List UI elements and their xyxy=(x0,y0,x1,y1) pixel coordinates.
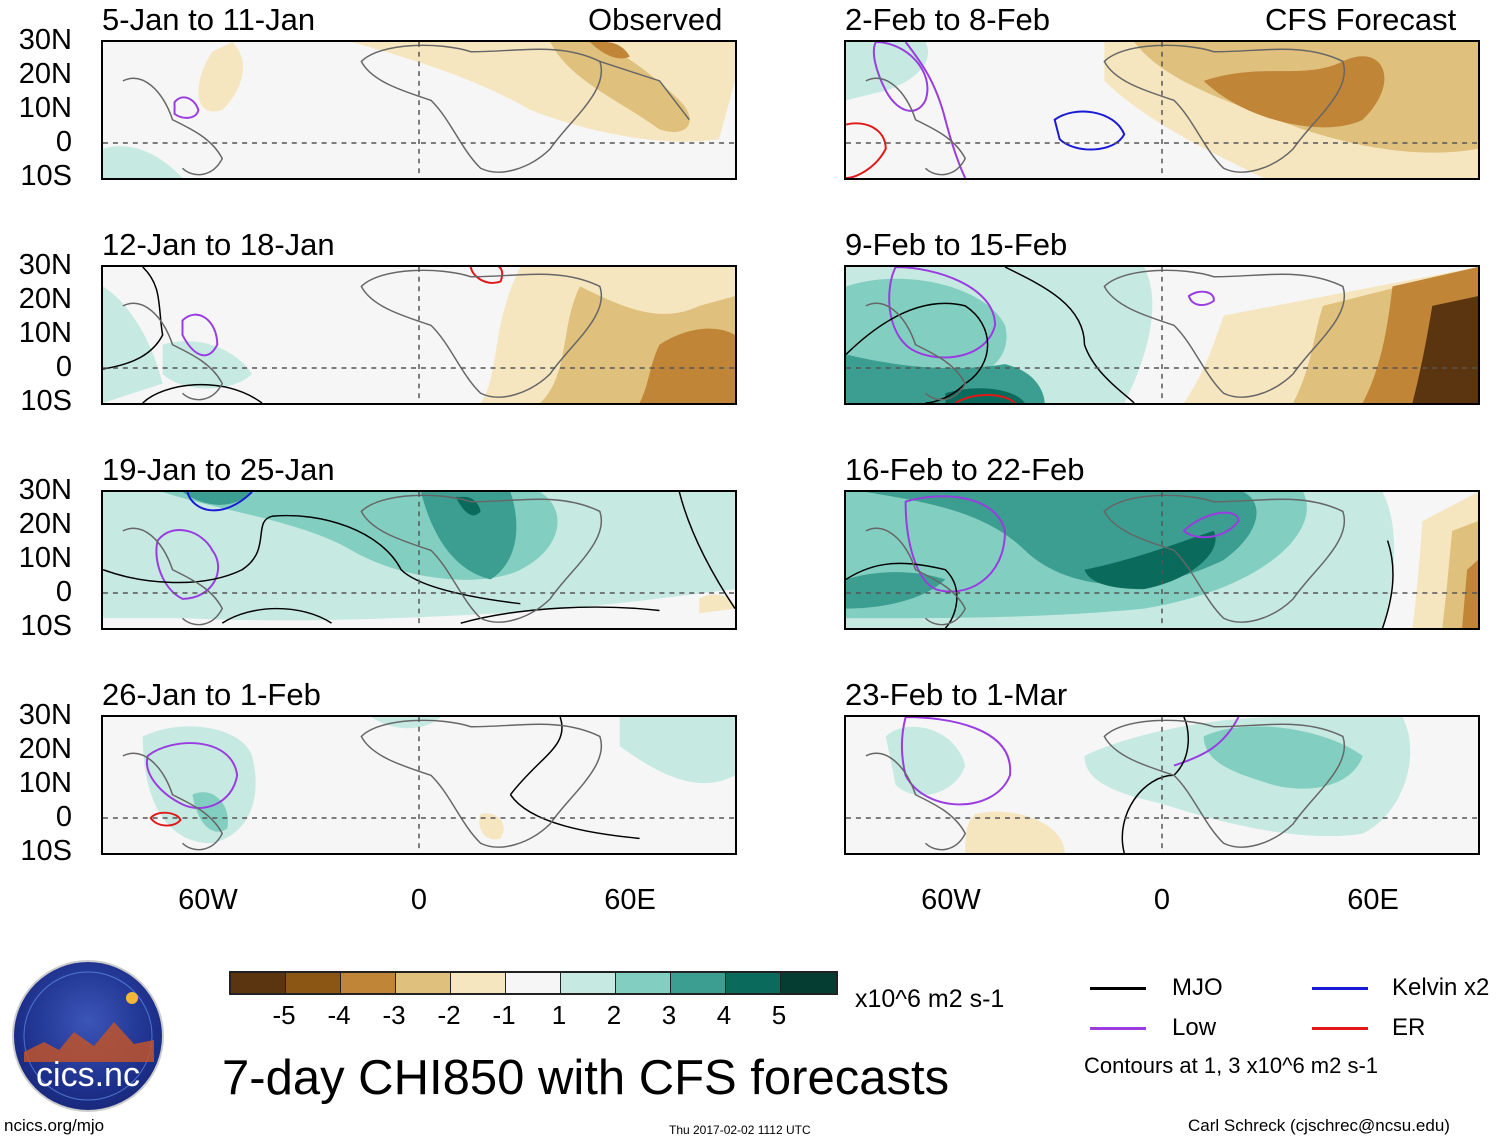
legend-line-low xyxy=(1090,1027,1146,1030)
colorbar-units: x10^6 m2 s-1 xyxy=(855,985,1005,1013)
colorbar-swatch xyxy=(396,973,451,993)
legend-line-er xyxy=(1312,1027,1368,1030)
map-fcst-1 xyxy=(844,40,1480,180)
legend-label-mjo: MJO xyxy=(1172,974,1223,1001)
lat-label: 10S xyxy=(20,160,72,192)
lat-label: 30N xyxy=(18,474,72,506)
map-fcst-3 xyxy=(844,490,1480,630)
legend-label-er: ER xyxy=(1392,1014,1426,1041)
panel-title-fcst-1: 2-Feb to 8-Feb xyxy=(845,2,1051,37)
map-obs-2 xyxy=(101,265,737,405)
observed-tag: Observed xyxy=(588,2,723,37)
colorbar-swatch xyxy=(286,973,341,993)
lon-label: 60E xyxy=(1347,884,1399,916)
colorbar-tick: 3 xyxy=(661,1000,677,1030)
colorbar-swatch xyxy=(726,973,781,993)
contour-note: Contours at 1, 3 x10^6 m2 s-1 xyxy=(1084,1053,1379,1078)
lat-label: 20N xyxy=(18,58,72,90)
colorbar-tick: -2 xyxy=(437,1000,461,1030)
colorbar-swatch xyxy=(231,973,286,993)
lat-label: 0 xyxy=(55,351,72,383)
colorbar-swatch xyxy=(561,973,616,993)
lat-label: 0 xyxy=(55,801,72,833)
colorbar-tick: 2 xyxy=(606,1000,622,1030)
lat-label: 30N xyxy=(18,699,72,731)
panel-title-obs-4: 26-Jan to 1-Feb xyxy=(102,677,321,712)
lat-label: 10S xyxy=(20,385,72,417)
legend-label-kelvin: Kelvin x2 xyxy=(1392,974,1490,1001)
figure-title: 7-day CHI850 with CFS forecasts xyxy=(222,1051,950,1105)
lat-label: 30N xyxy=(18,249,72,281)
map-fcst-4 xyxy=(844,715,1480,855)
legend-line-kelvin xyxy=(1312,987,1368,990)
panel-title-fcst-2: 9-Feb to 15-Feb xyxy=(845,227,1068,262)
colorbar xyxy=(229,971,838,995)
colorbar-swatch xyxy=(506,973,561,993)
colorbar-tick: 5 xyxy=(771,1000,787,1030)
footer-url: ncics.org/mjo xyxy=(4,1116,105,1135)
lon-label: 0 xyxy=(410,884,428,916)
map-obs-1 xyxy=(101,40,737,180)
lat-label: 0 xyxy=(55,576,72,608)
colorbar-tick: -5 xyxy=(272,1000,296,1030)
panel-title-obs-1: 5-Jan to 11-Jan xyxy=(102,2,316,37)
footer-author: Carl Schreck (cjschrec@ncsu.edu) xyxy=(1188,1116,1450,1135)
lat-label: 10S xyxy=(20,610,72,642)
colorbar-tick: 1 xyxy=(551,1000,567,1030)
lon-label: 60E xyxy=(604,884,656,916)
lon-label: 60W xyxy=(178,884,238,916)
map-obs-3 xyxy=(101,490,737,630)
panel-title-obs-3: 19-Jan to 25-Jan xyxy=(102,452,335,487)
colorbar-tick: -3 xyxy=(382,1000,406,1030)
lon-label: 0 xyxy=(1153,884,1171,916)
panel-title-fcst-3: 16-Feb to 22-Feb xyxy=(845,452,1085,487)
panel-title-obs-2: 12-Jan to 18-Jan xyxy=(102,227,335,262)
legend-line-mjo xyxy=(1090,987,1146,990)
cics-nc-logo: cics.nc xyxy=(12,960,164,1112)
legend-label-low: Low xyxy=(1172,1014,1217,1041)
colorbar-tick: -1 xyxy=(492,1000,516,1030)
lat-label: 20N xyxy=(18,283,72,315)
lon-label: 60W xyxy=(921,884,981,916)
lat-label: 10S xyxy=(20,835,72,867)
lat-label: 10N xyxy=(18,92,72,124)
lat-label: 0 xyxy=(55,126,72,158)
lat-label: 20N xyxy=(18,733,72,765)
cfs-forecast-tag: CFS Forecast xyxy=(1265,2,1457,37)
map-obs-4 xyxy=(101,715,737,855)
colorbar-swatch xyxy=(781,973,836,993)
footer-timestamp: Thu 2017-02-02 1112 UTC xyxy=(669,1123,811,1137)
colorbar-swatch xyxy=(671,973,726,993)
panel-title-fcst-4: 23-Feb to 1-Mar xyxy=(845,677,1068,712)
map-fcst-2 xyxy=(844,265,1480,405)
colorbar-swatch xyxy=(616,973,671,993)
colorbar-swatch xyxy=(341,973,396,993)
lat-label: 20N xyxy=(18,508,72,540)
lat-label: 30N xyxy=(18,24,72,56)
colorbar-swatch xyxy=(451,973,506,993)
lat-label: 10N xyxy=(18,767,72,799)
logo-text: cics.nc xyxy=(36,1056,140,1094)
colorbar-tick: -4 xyxy=(327,1000,351,1030)
colorbar-tick: 4 xyxy=(716,1000,732,1030)
lat-label: 10N xyxy=(18,542,72,574)
lat-label: 10N xyxy=(18,317,72,349)
